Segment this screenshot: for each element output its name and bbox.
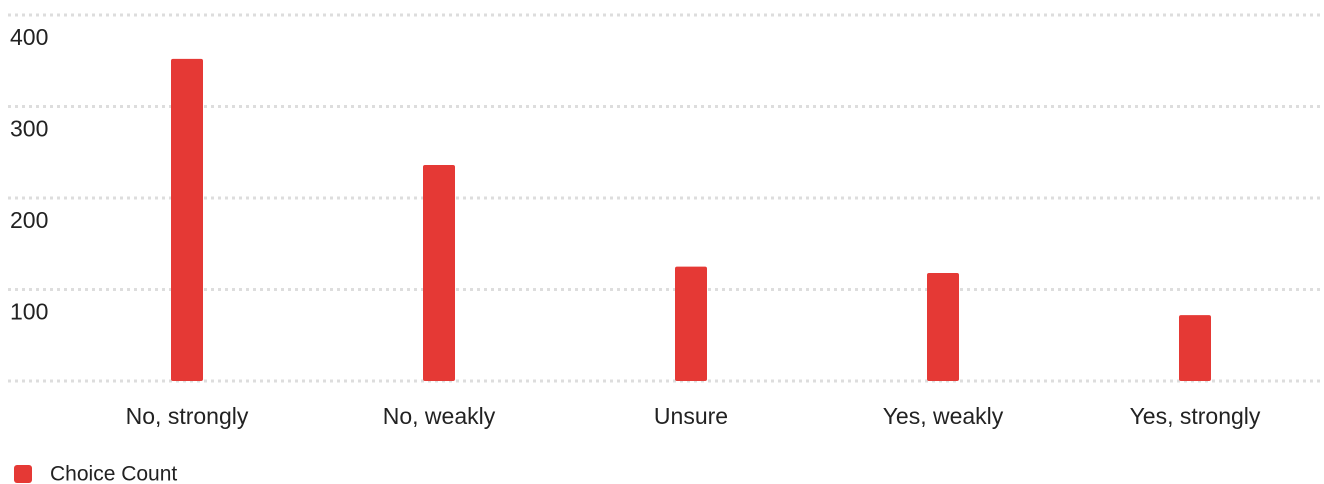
bar (927, 273, 959, 381)
bar (1179, 315, 1211, 381)
y-tick-label: 100 (10, 299, 48, 325)
x-tick-label: No, weakly (383, 403, 496, 429)
y-tick-label: 200 (10, 207, 48, 233)
y-tick-label: 400 (10, 24, 48, 50)
x-tick-label: Yes, strongly (1130, 403, 1261, 429)
bar (675, 266, 707, 381)
x-tick-label: Unsure (654, 403, 728, 429)
legend-swatch (14, 465, 32, 483)
bar (171, 58, 203, 382)
legend-label: Choice Count (50, 463, 177, 484)
x-tick-label: Yes, weakly (883, 403, 1004, 429)
y-tick-label: 300 (10, 116, 48, 142)
bar (423, 165, 455, 381)
x-tick-label: No, strongly (126, 403, 249, 429)
